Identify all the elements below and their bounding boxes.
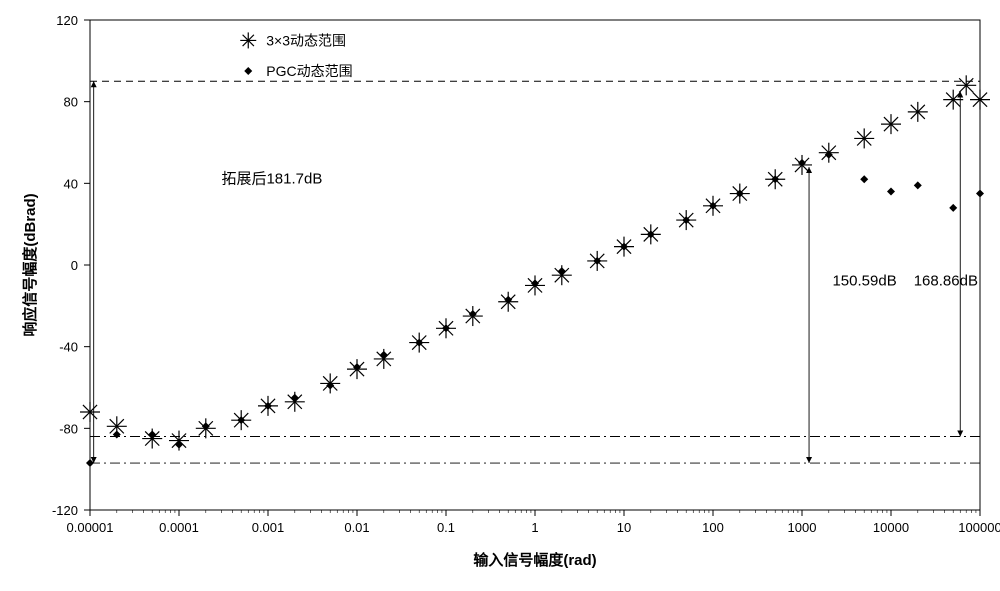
arrow-head [91,81,97,87]
x-tick-label: 0.01 [344,520,369,535]
arrow-head [957,431,963,437]
diamond-marker [798,159,806,167]
x-tick-label: 0.00001 [67,520,114,535]
x-tick-label: 0.0001 [159,520,199,535]
chart-container: 0.00001 0.0001 0.001 0.01 0.1 1 10 100 1000 10000… [0,0,1000,591]
diamond-marker [914,181,922,189]
diamond-marker [531,279,539,287]
diamond-marker [291,394,299,402]
diamond-marker [380,351,388,359]
y-tick-label: -80 [59,421,78,436]
y-tick-label: 40 [64,176,78,191]
diamond-marker [202,422,210,430]
x-tick-label: 100000 [958,520,1000,535]
diamond-marker [353,363,361,371]
legend-label: PGC动态范围 [266,63,352,79]
arrow-head [806,457,812,463]
diamond-marker [148,430,156,438]
diamond-marker [860,175,868,183]
y-tick-label: 120 [56,13,78,28]
diamond-marker [244,67,252,75]
diamond-marker [175,441,183,449]
diamond-marker [825,151,833,159]
x-tick-label: 10000 [873,520,909,535]
diamond-marker [504,296,512,304]
x-tick-label: 10 [617,520,631,535]
x-tick-label: 0.1 [437,520,455,535]
y-tick-label: 80 [64,95,78,110]
chart-svg: 0.00001 0.0001 0.001 0.01 0.1 1 10 100 1000 10000… [0,0,1000,591]
legend-label: 3×3动态范围 [266,32,346,48]
x-axis-label: 输入信号幅度(rad) [473,551,596,569]
y-axis-label: 响应信号幅度(dBrad) [21,193,39,336]
diamond-marker [887,188,895,196]
x-tick-label: 1 [531,520,538,535]
x-tick-label: 100 [702,520,724,535]
y-tick-label: -40 [59,340,78,355]
diamond-marker [469,310,477,318]
annotation-text: 150.59dB [832,272,896,289]
diamond-marker [113,430,121,438]
diamond-marker [949,204,957,212]
annotation-text: 拓展后181.7dB [221,170,322,187]
diamond-marker [976,190,984,198]
y-tick-label: 0 [71,258,78,273]
x-tick-label: 1000 [788,520,817,535]
diamond-marker [558,267,566,275]
x-tick-label: 0.001 [252,520,285,535]
diamond-marker [326,381,334,389]
y-tick-label: -120 [52,503,78,518]
annotation-text: 168.86dB [914,272,978,289]
